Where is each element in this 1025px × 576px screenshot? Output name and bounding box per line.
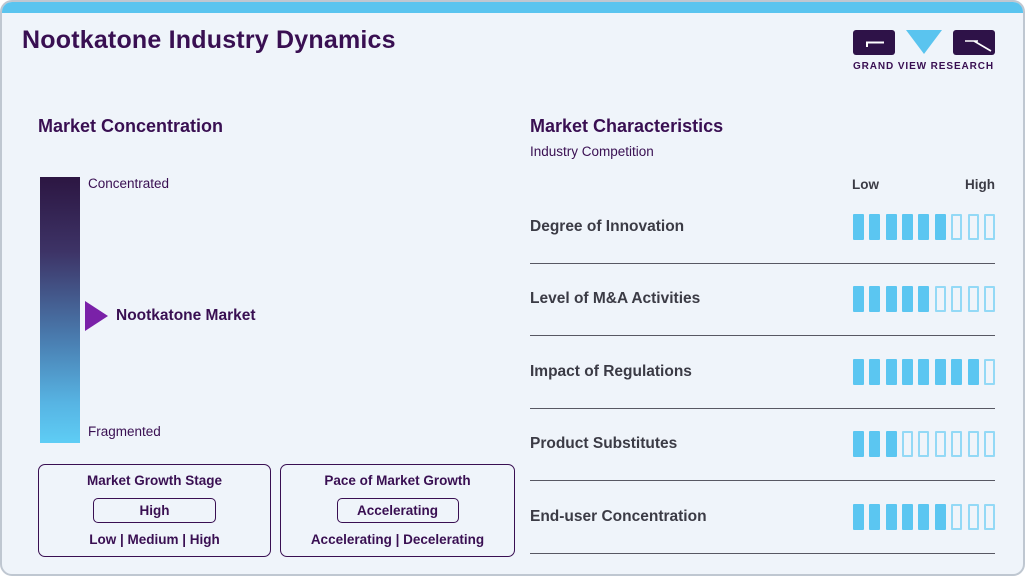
rating-bar — [852, 503, 995, 530]
page-title: Nootkatone Industry Dynamics — [22, 26, 396, 54]
rating-segment-empty — [918, 431, 930, 458]
rating-bar — [852, 213, 995, 240]
rating-segment-empty — [984, 358, 995, 385]
rating-bar — [852, 431, 995, 458]
rating-segment-empty — [967, 503, 979, 530]
rating-segment-empty — [967, 213, 979, 240]
characteristic-label: Level of M&A Activities — [530, 290, 701, 308]
characteristic-label: Product Substitutes — [530, 435, 678, 453]
characteristics-rows: Degree of Innovation Level of M&A Activi… — [530, 191, 995, 554]
rating-bar — [852, 358, 995, 385]
rating-segment-filled — [852, 431, 864, 458]
rating-segment-filled — [869, 358, 881, 385]
characteristic-label: Impact of Regulations — [530, 362, 692, 380]
market-characteristics-heading: Market Characteristics — [530, 116, 724, 136]
scale-low-label: Low — [852, 177, 879, 192]
rating-segment-empty — [951, 286, 963, 313]
rating-segment-filled — [902, 358, 914, 385]
arrow-right-icon — [85, 301, 108, 331]
pace-options: Accelerating | Decelerating — [310, 532, 485, 547]
rating-segment-filled — [918, 286, 930, 313]
rating-segment-empty — [967, 431, 979, 458]
rating-segment-filled — [885, 358, 897, 385]
rating-segment-empty — [984, 286, 995, 313]
growth-stage-title: Market Growth Stage — [86, 473, 223, 488]
characteristic-row: End-user Concentration — [530, 481, 995, 554]
concentrated-label: Concentrated — [88, 176, 170, 191]
rating-segment-empty — [951, 503, 963, 530]
characteristic-row: Degree of Innovation — [530, 191, 995, 264]
characteristic-label: End-user Concentration — [530, 507, 707, 525]
logo-text: GRAND VIEW RESEARCH — [853, 61, 994, 72]
rating-segment-empty — [951, 431, 963, 458]
rating-segment-filled — [869, 286, 881, 313]
concentration-gradient-bar — [40, 177, 80, 443]
rating-segment-filled — [885, 431, 897, 458]
rating-segment-empty — [934, 286, 946, 313]
rating-segment-filled — [951, 358, 963, 385]
rating-segment-empty — [967, 286, 979, 313]
rating-segment-filled — [852, 358, 864, 385]
characteristic-row: Level of M&A Activities — [530, 264, 995, 336]
rating-segment-empty — [934, 431, 946, 458]
rating-segment-filled — [934, 213, 946, 240]
rating-segment-filled — [967, 358, 979, 385]
market-growth-stage-box: Market Growth Stage High Low | Medium | … — [38, 464, 271, 557]
rating-segment-filled — [852, 213, 864, 240]
rating-segment-filled — [885, 213, 897, 240]
rating-segment-empty — [902, 431, 914, 458]
rating-segment-filled — [918, 213, 930, 240]
rating-segment-filled — [852, 286, 864, 313]
rating-segment-filled — [869, 213, 881, 240]
rating-segment-empty — [984, 431, 995, 458]
growth-stage-options: Low | Medium | High — [89, 532, 220, 547]
rating-segment-filled — [918, 503, 930, 530]
top-accent-bar — [2, 2, 1023, 13]
rating-segment-empty — [984, 213, 995, 240]
rating-segment-filled — [852, 503, 864, 530]
rating-segment-filled — [902, 503, 914, 530]
logo-r-icon — [953, 30, 995, 55]
rating-segment-filled — [869, 431, 881, 458]
gvr-logo-marks — [853, 30, 995, 56]
characteristic-row: Impact of Regulations — [530, 336, 995, 409]
growth-stage-value: High — [93, 497, 216, 523]
rating-segment-filled — [885, 503, 897, 530]
rating-segment-filled — [918, 358, 930, 385]
market-pointer: Nootkatone Market — [85, 301, 256, 331]
rating-segment-empty — [951, 213, 963, 240]
rating-segment-filled — [934, 503, 946, 530]
characteristic-label: Degree of Innovation — [530, 217, 685, 235]
rating-bar — [852, 286, 995, 313]
pace-of-growth-box: Pace of Market Growth Accelerating Accel… — [280, 464, 515, 557]
gvr-logo: GRAND VIEW RESEARCH — [853, 30, 995, 72]
logo-g-icon — [853, 30, 895, 55]
logo-v-icon — [906, 30, 942, 54]
rating-segment-filled — [902, 213, 914, 240]
rating-segment-filled — [869, 503, 881, 530]
market-concentration-heading: Market Concentration — [38, 116, 224, 136]
fragmented-label: Fragmented — [88, 424, 161, 439]
rating-segment-filled — [885, 286, 897, 313]
scale-high-label: High — [965, 177, 995, 192]
industry-competition-subheading: Industry Competition — [530, 144, 654, 159]
rating-segment-filled — [902, 286, 914, 313]
market-pointer-label: Nootkatone Market — [116, 307, 256, 324]
rating-segment-filled — [934, 358, 946, 385]
rating-segment-empty — [984, 503, 995, 530]
rating-scale-header: Low High — [852, 177, 995, 192]
pace-value: Accelerating — [336, 497, 459, 523]
characteristic-row: Product Substitutes — [530, 409, 995, 481]
pace-title: Pace of Market Growth — [324, 473, 471, 488]
